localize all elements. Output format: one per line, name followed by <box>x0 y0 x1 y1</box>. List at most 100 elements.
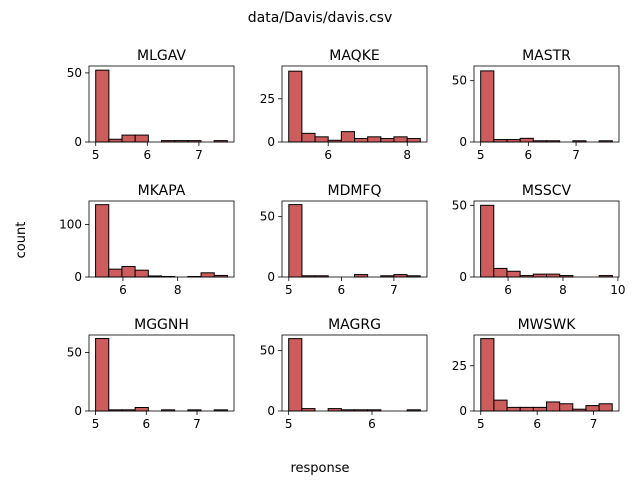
histogram-bar <box>506 270 521 278</box>
y-tick-label: 50 <box>67 346 82 360</box>
histogram-bar <box>134 134 149 143</box>
histogram-bar <box>367 136 382 143</box>
x-tick-label: 6 <box>504 283 512 297</box>
x-tick-label: 5 <box>285 283 293 297</box>
x-tick-label: 8 <box>403 148 411 162</box>
histogram-bar <box>585 405 600 412</box>
x-tick-label: 6 <box>368 417 376 431</box>
histogram-bar <box>95 204 110 278</box>
histogram-bar <box>519 137 534 143</box>
subplot-title: MSSCV <box>522 183 572 199</box>
histogram-bar <box>95 69 110 143</box>
x-tick-label: 7 <box>590 417 598 431</box>
axes-frame <box>473 334 620 412</box>
subplot-mdmfq: MDMFQ 5 6 7 0 50 <box>260 183 428 297</box>
subplot-title: MGGNH <box>134 317 189 333</box>
x-tick-label: 5 <box>92 148 100 162</box>
axes-frame <box>88 334 235 412</box>
y-tick-label: 50 <box>452 74 467 88</box>
histogram-bar <box>519 406 534 412</box>
subplot-maqke: MAQKE 6 8 0 25 <box>260 48 428 162</box>
axes-frame <box>281 334 428 412</box>
y-tick-label: 50 <box>260 210 275 224</box>
y-tick-label: 50 <box>452 198 467 212</box>
y-tick-label: 0 <box>459 135 467 149</box>
histogram-bar <box>301 132 316 143</box>
y-tick-label: 50 <box>67 66 82 80</box>
histogram-bar <box>546 401 561 412</box>
axes-frame <box>281 200 428 278</box>
subplot-mastr: MASTR 5 6 7 0 50 <box>452 48 620 162</box>
histogram-bar <box>532 406 547 412</box>
histogram-bar <box>200 272 215 278</box>
y-tick-label: 0 <box>267 135 275 149</box>
histogram-bar <box>480 338 495 412</box>
subplot-mggnh: MGGNH 5 6 7 0 50 <box>67 317 235 431</box>
x-tick-label: 6 <box>338 283 346 297</box>
x-tick-label: 6 <box>142 417 150 431</box>
x-tick-label: 5 <box>477 148 485 162</box>
histogram-bar <box>288 338 303 412</box>
axes-frame <box>473 65 620 143</box>
y-tick-label: 25 <box>260 92 275 106</box>
y-tick-label: 0 <box>74 270 82 284</box>
y-tick-label: 100 <box>59 218 82 232</box>
x-tick-label: 5 <box>92 417 100 431</box>
subplot-title: MWSWK <box>518 317 577 333</box>
y-tick-label: 0 <box>459 404 467 418</box>
histogram-bar <box>480 70 495 143</box>
histogram-bar <box>406 138 421 143</box>
histogram-bar <box>288 70 303 143</box>
histogram-bar <box>559 403 574 412</box>
histogram-bar <box>546 273 561 278</box>
figure-xlabel: response <box>290 461 349 476</box>
x-tick-label: 7 <box>572 148 580 162</box>
y-tick-label: 0 <box>267 270 275 284</box>
y-tick-label: 0 <box>74 135 82 149</box>
histogram-bar <box>134 269 149 278</box>
x-tick-label: 5 <box>477 417 485 431</box>
subplot-magrg: MAGRG 5 6 0 50 <box>260 317 428 431</box>
histogram-bar <box>598 403 613 412</box>
x-tick-label: 8 <box>174 283 182 297</box>
figure-suptitle: data/Davis/davis.csv <box>248 10 392 26</box>
subplot-mlgav: MLGAV 5 6 7 0 50 <box>67 48 235 162</box>
histogram-bar <box>108 268 123 278</box>
histogram-bar <box>134 406 149 412</box>
y-tick-label: 0 <box>459 270 467 284</box>
histogram-bar <box>493 267 508 278</box>
histogram-bar <box>393 136 408 143</box>
histogram-bar <box>354 138 369 143</box>
subplot-title: MASTR <box>522 48 571 64</box>
histogram-bar <box>121 134 136 143</box>
axes-frame <box>88 200 235 278</box>
y-tick-label: 50 <box>260 344 275 358</box>
axes-frame <box>88 65 235 143</box>
subplot-title: MKAPA <box>138 183 186 199</box>
x-tick-label: 6 <box>533 417 541 431</box>
figure-ylabel: count <box>14 222 29 259</box>
subplot-title: MAQKE <box>329 48 379 64</box>
x-tick-label: 7 <box>390 283 398 297</box>
subplot-title: MLGAV <box>137 48 186 64</box>
histogram-bar <box>108 138 123 143</box>
y-tick-label: 25 <box>452 359 467 373</box>
x-tick-label: 6 <box>143 148 151 162</box>
x-tick-label: 6 <box>324 148 332 162</box>
subplot-title: MDMFQ <box>327 183 381 199</box>
x-tick-label: 10 <box>610 283 625 297</box>
histogram-bar <box>95 338 110 412</box>
histogram-bar <box>493 399 508 412</box>
subplot-mwswk: MWSWK 5 6 7 0 25 <box>452 317 620 431</box>
subplot-msscv: MSSCV 6 8 10 0 50 <box>452 183 626 297</box>
histogram-bar <box>121 266 136 278</box>
x-tick-label: 6 <box>119 283 127 297</box>
x-tick-label: 5 <box>285 417 293 431</box>
histogram-bar <box>480 204 495 278</box>
histogram-bar <box>314 136 329 143</box>
histogram-bar <box>340 131 355 143</box>
histogram-bar <box>288 204 303 278</box>
x-tick-label: 8 <box>559 283 567 297</box>
